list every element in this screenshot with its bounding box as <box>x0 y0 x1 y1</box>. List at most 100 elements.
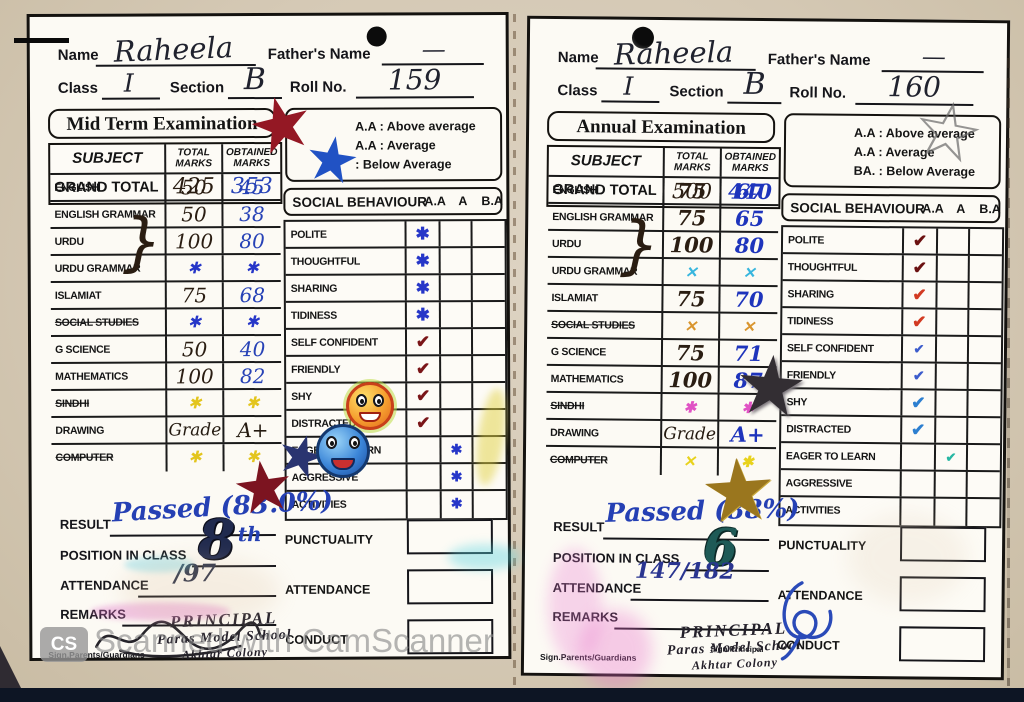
subject-column-header: SUBJECT <box>50 144 167 173</box>
father-name-value: — <box>421 35 446 64</box>
grand-total-row: GRAND TOTAL 425 353 <box>50 174 280 203</box>
mark-above-average: ✔ <box>911 393 926 413</box>
result-label: RESULT <box>59 516 111 532</box>
marks-row: ISLAMIAT 75 70 <box>547 284 778 315</box>
orange-smiley-sticker <box>346 382 394 430</box>
marks-rows: ENGLISH 50 45 ENGLISH GRAMMAR 50 38 URDU… <box>50 173 282 472</box>
behaviour-label: THOUGHTFUL <box>290 255 361 268</box>
obtained-marks-value: 80 <box>734 232 765 258</box>
mark-above-average: ✔ <box>416 386 431 406</box>
marks-row: ENGLISH GRAMMAR 75 65 <box>548 203 779 234</box>
behaviour-row: SHARING ✱ <box>285 274 505 303</box>
paper-stain-left <box>120 556 280 626</box>
total-marks-value: 75 <box>677 205 707 231</box>
attendance-underline <box>630 598 769 603</box>
behaviour-row: SHY ✔ <box>286 382 506 411</box>
total-marks-value: 50 <box>181 337 208 362</box>
total-marks-value: ✱ <box>683 398 697 417</box>
marks-table-header: SUBJECT TOTAL MARKS OBTAINED MARKS <box>548 146 779 180</box>
mark-above-average: ✔ <box>416 413 431 433</box>
total-marks-value: ✕ <box>683 452 696 471</box>
behaviour-row: SELF CONFIDENT ✔ <box>781 335 1002 365</box>
marks-row: URDU 100 80 <box>547 230 779 261</box>
mark-above-average: ✔ <box>912 231 928 251</box>
side-box-field <box>407 569 494 605</box>
behaviour-label: SHARING <box>290 282 338 295</box>
obtained-marks-value: 40 <box>239 337 266 362</box>
class-underline <box>101 97 160 100</box>
marks-row: G SCIENCE 50 40 <box>50 335 282 364</box>
col-above-average: A.A <box>424 194 446 209</box>
marks-rows: ENGLISH 75 67 ENGLISH GRAMMAR 75 65 URDU… <box>545 176 779 476</box>
behaviour-row: EAGER TO LEARN ✔ <box>780 443 1001 473</box>
hole-punch-dot <box>366 26 387 47</box>
roll-no-value: 159 <box>387 63 442 97</box>
subject-label: SINDHI <box>55 397 90 410</box>
class-label: Class <box>557 81 598 100</box>
subject-label: SOCIAL STUDIES <box>54 316 139 329</box>
social-behaviour-header: SOCIAL BEHAVIOUR A.A A B.A <box>781 193 1001 224</box>
name-label: Name <box>557 48 599 67</box>
scan-bottom-bar <box>0 688 1024 702</box>
total-marks-column-header: TOTAL MARKS <box>664 148 722 177</box>
attendance-value: 147/182 <box>634 557 735 585</box>
obtained-marks-value: 65 <box>734 205 765 231</box>
blue-smiley-sticker <box>316 424 370 478</box>
subject-label: G SCIENCE <box>550 345 607 359</box>
obtained-marks-value: 70 <box>734 286 764 312</box>
col-above-average: A.A <box>922 201 944 216</box>
behaviour-label: SHY <box>291 390 312 403</box>
exam-title: Annual Examination <box>546 110 776 144</box>
legend-line: : Below Average <box>355 157 452 172</box>
behaviour-row: SELF CONFIDENT ✔ <box>285 328 506 357</box>
behaviour-row: POLITE ✱ <box>285 220 505 249</box>
behaviour-row: FRIENDLY ✔ <box>781 362 1001 392</box>
grand-total-row: GRAND TOTAL 500 440 <box>548 176 778 207</box>
total-marks-value: ✕ <box>684 317 698 336</box>
mark-above-average: ✱ <box>415 278 430 298</box>
marks-row: URDU 100 80 <box>50 227 281 256</box>
behaviour-label: AGGRESSIVE <box>785 477 853 490</box>
behaviour-row: THOUGHTFUL ✱ <box>285 247 505 276</box>
grand-total-marks: 500 <box>671 179 713 204</box>
father-name-label: Father's Name <box>267 45 371 64</box>
subject-label: SOCIAL STUDIES <box>551 318 635 332</box>
result-label: RESULT <box>553 518 605 535</box>
col-below-average: B.A <box>481 193 503 209</box>
marks-table-header: SUBJECT TOTAL MARKS OBTAINED MARKS <box>50 143 281 175</box>
urdu-brace-mark: } <box>122 205 164 280</box>
total-marks-value: 100 <box>174 229 214 254</box>
obtained-marks-value: ✱ <box>245 258 259 278</box>
subject-label: MATHEMATICS <box>55 370 128 383</box>
behaviour-label: SELF CONFIDENT <box>291 336 378 349</box>
behaviour-row: TIDINESS ✔ <box>782 308 1002 338</box>
name-label: Name <box>57 46 99 64</box>
subject-label: ISLAMIAT <box>551 291 598 305</box>
side-box-field <box>898 626 986 663</box>
total-marks-value: 100 <box>175 364 214 389</box>
total-marks-column-header: TOTAL MARKS <box>166 144 224 173</box>
mark-average: ✱ <box>450 495 463 512</box>
gold-star-sticker: ★ <box>696 440 781 542</box>
dark-red-star-sticker: ★ <box>226 444 300 530</box>
grand-total-label: GRAND TOTAL <box>552 181 657 199</box>
mark-above-average: ✱ <box>415 224 430 244</box>
obtained-marks-column-header: OBTAINED MARKS <box>724 151 777 175</box>
total-marks-value: Grade <box>663 424 717 445</box>
behaviour-row: DISTRACTED ✔ <box>781 416 1001 446</box>
subject-label: URDU <box>551 237 582 251</box>
mark-average: ✱ <box>450 468 463 485</box>
obtained-marks-value: 38 <box>239 202 265 227</box>
subject-label: G SCIENCE <box>55 343 111 356</box>
behaviour-row: AGGRESSIVE <box>780 470 1000 500</box>
mark-above-average: ✱ <box>415 251 430 271</box>
pencil-star-outline: ☆ <box>904 80 992 183</box>
section-value: B <box>743 66 766 102</box>
parents-signature <box>95 620 264 658</box>
marks-row: ENGLISH GRAMMAR 50 38 <box>50 200 281 229</box>
subject-label: ISLAMIAT <box>54 289 102 302</box>
behaviour-table: POLITE ✔ THOUGHTFUL ✔ SHARING ✔ TIDINESS <box>778 225 1005 529</box>
behaviour-row: THOUGHTFUL ✔ <box>782 254 1002 284</box>
marks-row: SOCIAL STUDIES ✕ ✕ <box>547 311 778 342</box>
